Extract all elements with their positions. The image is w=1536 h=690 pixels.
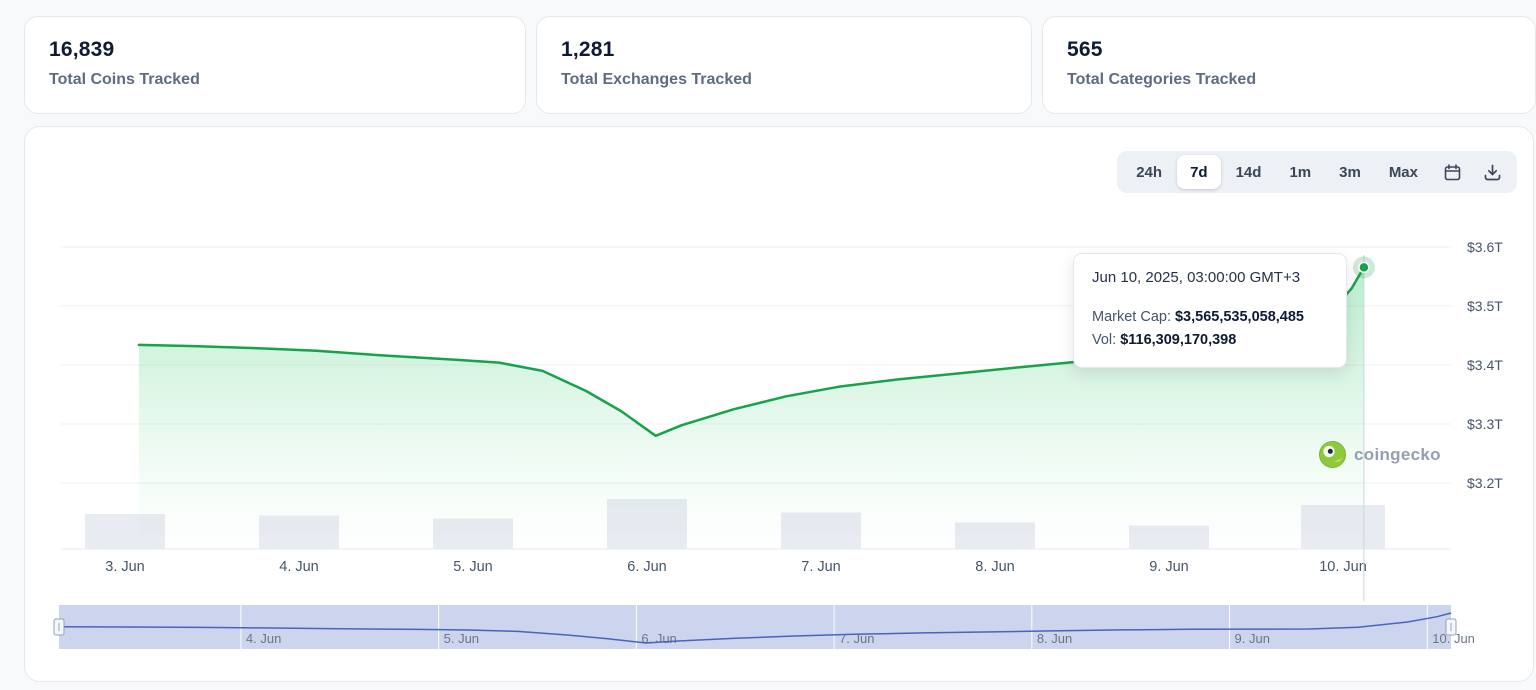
x-axis-label: 6. Jun bbox=[627, 559, 667, 575]
stat-label-exchanges: Total Exchanges Tracked bbox=[561, 71, 752, 88]
y-axis-label: $3.4T bbox=[1467, 357, 1503, 373]
navigator-label: 6. Jun bbox=[641, 631, 676, 646]
navigator-label: 5. Jun bbox=[444, 631, 479, 646]
y-axis-label: $3.2T bbox=[1467, 475, 1503, 491]
range-button-3m[interactable]: 3m bbox=[1326, 155, 1374, 189]
x-axis-label: 7. Jun bbox=[801, 559, 841, 575]
coingecko-watermark: coingecko bbox=[1319, 441, 1441, 468]
x-axis-label: 10. Jun bbox=[1319, 559, 1367, 575]
download-button[interactable] bbox=[1473, 155, 1511, 189]
chart-tooltip: Jun 10, 2025, 03:00:00 GMT+3 Market Cap:… bbox=[1073, 253, 1347, 368]
stat-value-coins: 16,839 bbox=[49, 38, 115, 61]
stats-row: 16,839 Total Coins Tracked 1,281 Total E… bbox=[0, 0, 1536, 114]
stat-value-exchanges: 1,281 bbox=[561, 38, 615, 61]
marker-point bbox=[1358, 261, 1370, 274]
navigator-label: 10. Jun bbox=[1432, 631, 1475, 646]
coingecko-logo-icon bbox=[1319, 441, 1346, 468]
tooltip-datetime: Jun 10, 2025, 03:00:00 GMT+3 bbox=[1092, 269, 1301, 286]
x-axis-label: 9. Jun bbox=[1149, 559, 1189, 575]
x-axis-label: 3. Jun bbox=[105, 559, 145, 575]
range-toolbar: 24h 7d 14d 1m 3m Max bbox=[1117, 151, 1517, 193]
navigator-band[interactable] bbox=[59, 605, 1451, 649]
tooltip-volume-row: Vol: $116,309,170,398 bbox=[1092, 329, 1328, 352]
navigator-label: 4. Jun bbox=[246, 631, 281, 646]
tooltip-market-cap-label: Market Cap: bbox=[1092, 309, 1171, 325]
x-axis-label: 8. Jun bbox=[975, 559, 1015, 575]
tooltip-market-cap-value: $3,565,535,058,485 bbox=[1174, 309, 1304, 325]
y-axis-label: $3.3T bbox=[1467, 416, 1503, 432]
y-axis-label: $3.5T bbox=[1467, 298, 1503, 314]
stat-value-categories: 565 bbox=[1067, 38, 1103, 61]
tooltip-volume-value: $116,309,170,398 bbox=[1120, 332, 1237, 348]
range-button-1m[interactable]: 1m bbox=[1276, 155, 1324, 189]
stat-label-categories: Total Categories Tracked bbox=[1067, 71, 1257, 88]
range-button-7d[interactable]: 7d bbox=[1177, 155, 1221, 189]
tooltip-market-cap-row: Market Cap: $3,565,535,058,485 bbox=[1092, 306, 1328, 329]
navigator-line bbox=[58, 612, 1452, 644]
range-button-14d[interactable]: 14d bbox=[1223, 155, 1275, 189]
range-button-max[interactable]: Max bbox=[1376, 155, 1431, 189]
stat-card-exchanges: 1,281 Total Exchanges Tracked bbox=[536, 16, 1032, 114]
tooltip-volume-label: Vol: bbox=[1092, 332, 1117, 348]
market-cap-chart-card: 24h 7d 14d 1m 3m Max $3.6T $3.5T $3.4T $3. bbox=[24, 126, 1534, 682]
market-cap-chart[interactable]: $3.6T $3.5T $3.4T $3.3T $3.2T 3. Jun 4. Jun 5. … bbox=[25, 127, 1534, 682]
x-axis-label: 4. Jun bbox=[279, 559, 319, 575]
navigator-label: 8. Jun bbox=[1037, 631, 1072, 646]
range-button-24h[interactable]: 24h bbox=[1123, 155, 1175, 189]
x-axis-label: 5. Jun bbox=[453, 559, 493, 575]
download-icon bbox=[1484, 164, 1500, 180]
watermark-text: coingecko bbox=[1354, 444, 1441, 464]
market-cap-area bbox=[138, 267, 1364, 549]
stat-card-categories: 565 Total Categories Tracked bbox=[1042, 16, 1536, 114]
calendar-icon bbox=[1444, 163, 1460, 180]
stat-label-coins: Total Coins Tracked bbox=[49, 71, 200, 88]
stat-card-coins: 16,839 Total Coins Tracked bbox=[24, 16, 526, 114]
navigator-label: 9. Jun bbox=[1235, 631, 1270, 646]
calendar-button[interactable] bbox=[1433, 155, 1471, 189]
y-axis-label: $3.6T bbox=[1467, 239, 1503, 255]
